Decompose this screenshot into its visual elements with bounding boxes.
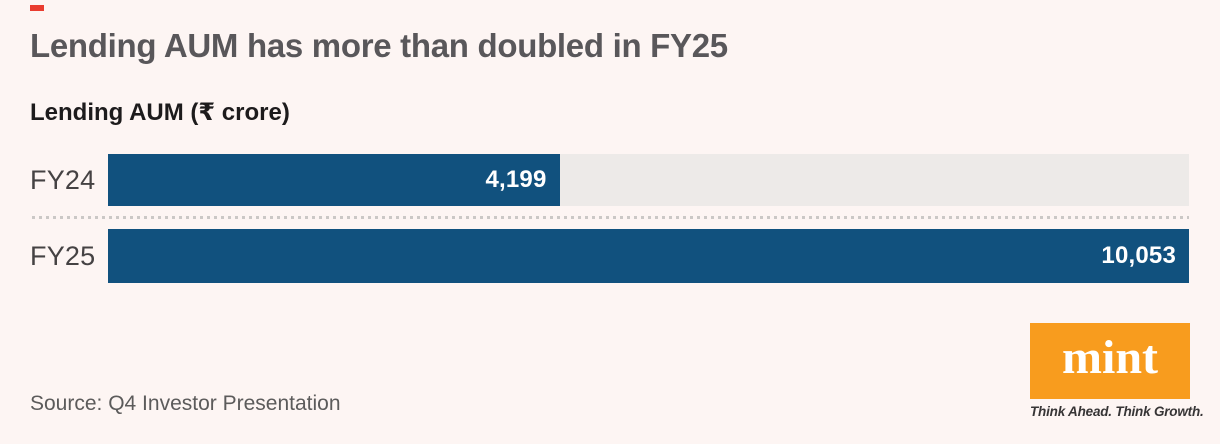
mint-logo-box: mint [1030, 323, 1190, 399]
bar-fy24: 4,199 [108, 154, 560, 206]
row-divider [32, 216, 1189, 219]
mint-tagline: Think Ahead. Think Growth. [1030, 404, 1204, 419]
chart-title: Lending AUM has more than doubled in FY2… [30, 27, 728, 64]
chart-subtitle: Lending AUM (₹ crore) [30, 99, 290, 126]
mint-logo: mint Think Ahead. Think Growth. [1030, 323, 1204, 419]
bar-fy25: 10,053 [108, 229, 1189, 283]
bar-track-fy25: 10,053 [108, 229, 1189, 283]
bar-value-fy25: 10,053 [1101, 242, 1176, 269]
source-text: Source: Q4 Investor Presentation [30, 392, 341, 415]
brand-red-dash-icon [30, 5, 44, 11]
bar-row-fy25: FY25 10,053 [30, 229, 1189, 283]
bar-value-fy24: 4,199 [485, 166, 547, 193]
category-label-fy25: FY25 [30, 240, 96, 271]
mint-logo-text: mint [1062, 331, 1158, 384]
bar-row-fy24: FY24 4,199 [30, 154, 1189, 206]
bar-chart: FY24 4,199 FY25 10,053 [30, 154, 1189, 283]
bar-track-fy24: 4,199 [108, 154, 1189, 206]
category-label-fy24: FY24 [30, 164, 96, 195]
